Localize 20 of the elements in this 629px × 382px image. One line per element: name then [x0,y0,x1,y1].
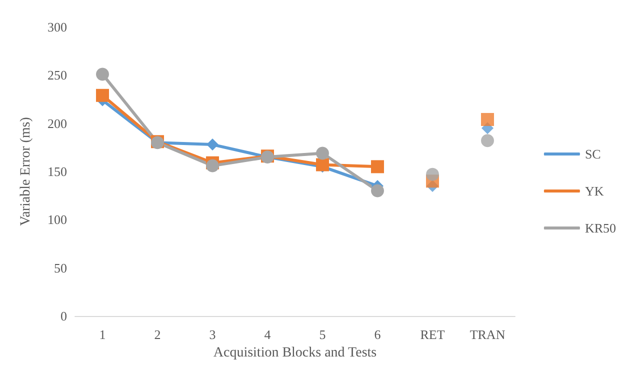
y-tick-label: 200 [48,116,67,131]
y-tick-label: 150 [48,164,67,179]
x-tick-label: 3 [209,327,216,342]
y-tick-label: 100 [48,212,67,228]
x-tick-label: 2 [154,327,161,342]
x-tick-label: 5 [319,327,326,342]
y-tick-label: 0 [60,308,67,324]
x-tick-label: 4 [264,327,272,342]
legend-label: SC [584,146,601,162]
y-axis-title: Variable Error (ms) [18,116,34,226]
y-tick-label: 250 [48,68,67,83]
legend-label: KR50 [584,220,616,236]
y-tick-label: 50 [54,260,67,276]
x-tick-label: RET [420,327,445,342]
legend-label: YK [584,184,604,198]
x-tick-label: 1 [99,327,106,342]
x-tick-label: 6 [374,327,382,342]
y-tick-label: 300 [48,20,67,34]
x-axis-title: Acquisition Blocks and Tests [213,346,377,360]
x-tick-label: TRAN [470,327,506,342]
